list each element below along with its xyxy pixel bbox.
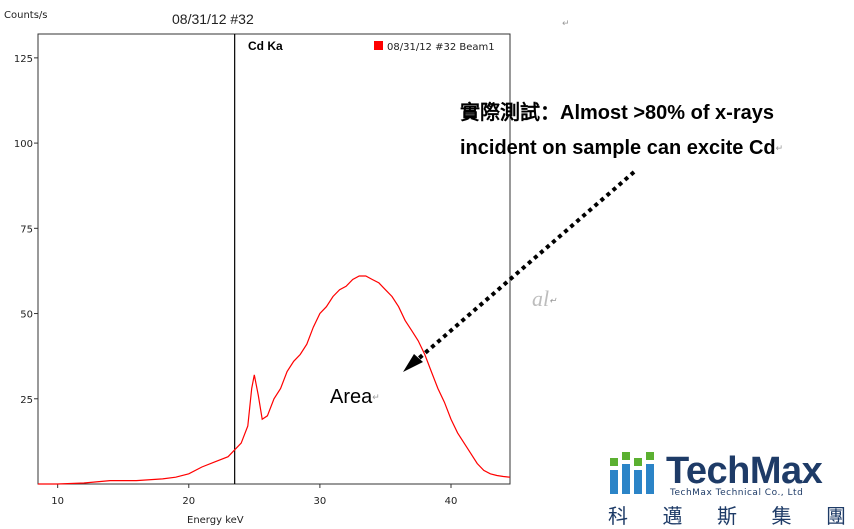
logo-name: TechMax — [666, 450, 823, 492]
plot-frame — [37, 33, 511, 485]
annotation-line-2: incident on sample can excite Cd↵ — [460, 137, 784, 159]
y-tick-label: 100 — [14, 139, 33, 150]
paragraph-mark: ↵ — [562, 18, 570, 28]
cd-ka-marker-label: Cd Ka — [248, 39, 283, 53]
logo-cjk: 科 邁 斯 集 團 — [608, 500, 852, 529]
x-tick-label: 20 — [182, 496, 195, 507]
x-ticks: 10 20 30 40 — [51, 484, 457, 507]
watermark-text: al↵ — [532, 286, 557, 311]
y-tick-label: 75 — [20, 224, 33, 235]
chart-title: 08/31/12 #32 — [172, 11, 254, 27]
x-tick-label: 40 — [445, 496, 458, 507]
y-tick-label: 125 — [14, 54, 33, 65]
logo-subtitle: TechMax Technical Co., Ltd — [670, 488, 804, 498]
y-tick-label: 50 — [20, 310, 33, 321]
legend-label: 08/31/12 #32 Beam1 — [387, 42, 495, 53]
y-ticks: 25 50 75 100 125 — [14, 54, 38, 406]
series-line — [38, 275, 511, 485]
techmax-logo: TechMax TechMax Technical Co., Ltd 科 邁 斯… — [608, 450, 852, 529]
logo-icon — [610, 452, 654, 494]
legend-swatch — [374, 41, 383, 50]
area-label: Area↵ — [330, 386, 380, 408]
logo-cjk-char: 集 — [771, 504, 792, 528]
annotation-arrow-line — [408, 170, 636, 368]
y-tick-label: 25 — [20, 395, 33, 406]
logo-cjk-char: 邁 — [662, 504, 683, 528]
x-tick-label: 10 — [51, 496, 64, 507]
x-axis-label: Energy keV — [187, 515, 244, 526]
y-axis-label: Counts/s — [4, 10, 48, 21]
logo-cjk-char: 斯 — [717, 504, 737, 528]
x-tick-label: 30 — [314, 496, 327, 507]
logo-cjk-char: 科 — [608, 504, 628, 528]
annotation-arrowhead — [403, 354, 423, 372]
logo-cjk-char: 團 — [826, 504, 846, 528]
annotation-line-1: 實際測試：Almost >80% of x-rays — [460, 102, 774, 124]
